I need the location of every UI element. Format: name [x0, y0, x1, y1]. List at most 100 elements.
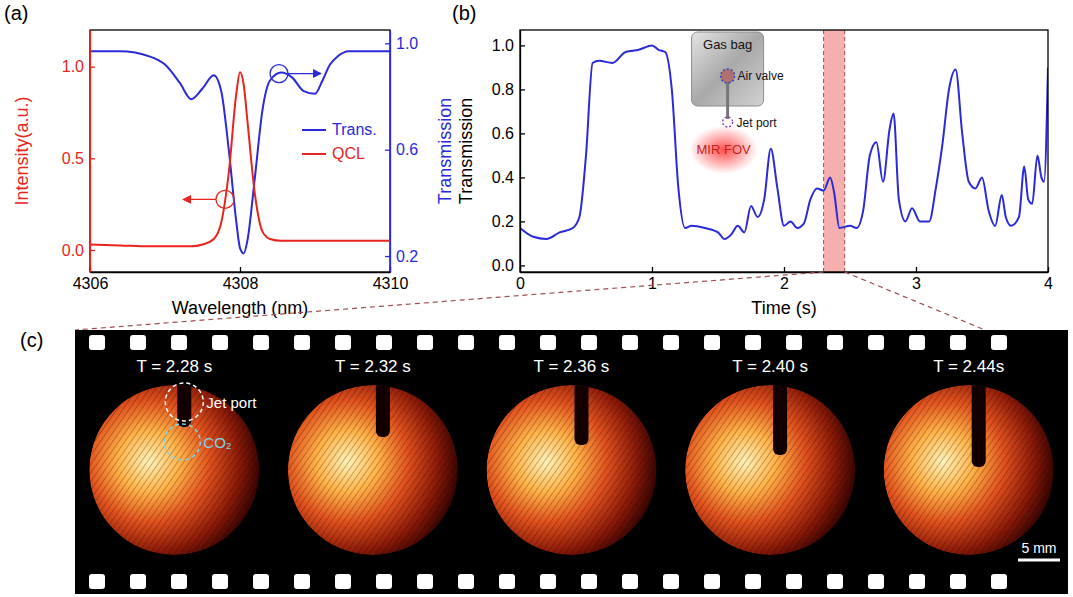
- legend-label: Trans.: [332, 121, 377, 138]
- sprocket-hole: [909, 335, 925, 350]
- jet-shadow: [376, 379, 390, 437]
- tick-mark: [784, 267, 785, 272]
- sprocket-hole: [171, 335, 187, 350]
- legend-label: QCL: [332, 145, 365, 162]
- frame-fringes: [89, 385, 259, 555]
- tick-mark: [520, 89, 525, 90]
- annotation-arrow: [288, 73, 321, 74]
- frame-image: [89, 379, 259, 555]
- sprocket-hole: [253, 574, 269, 589]
- tick: 1: [648, 267, 657, 292]
- connector: [845, 272, 985, 330]
- tick: 0.0: [492, 257, 525, 274]
- y2-axis-title: Transmission: [435, 98, 455, 204]
- frame: T = 2.32 s: [288, 357, 458, 555]
- sprocket-hole: [130, 574, 146, 589]
- frame-glow: [89, 385, 259, 555]
- frame-fringes: [685, 385, 855, 555]
- frame-image: [487, 379, 657, 555]
- series-line: [90, 51, 390, 253]
- y-axis-title: Transmission: [456, 98, 476, 204]
- frame-time: T = 2.32 s: [335, 357, 411, 376]
- frame-fringes: [487, 385, 657, 555]
- tick-label: 0.0: [492, 257, 514, 274]
- connector: [75, 272, 824, 330]
- x-axis-title: Wavelength (nm): [172, 298, 308, 318]
- tick-label: 0: [516, 275, 525, 292]
- frame-label: Jet port: [206, 394, 257, 411]
- frame-glow: [487, 385, 657, 555]
- sprocket-hole: [212, 574, 228, 589]
- tick-label: 2: [780, 275, 789, 292]
- tick-mark: [90, 158, 95, 159]
- inset-label: Jet port: [737, 116, 778, 130]
- sprocket-hole: [540, 574, 556, 589]
- sprocket-hole: [458, 335, 474, 350]
- sprocket-hole: [89, 335, 105, 350]
- sprocket-hole: [171, 574, 187, 589]
- y-axis: 0.00.51.0: [62, 31, 95, 273]
- frame-glow: [288, 385, 458, 555]
- sprocket-hole: [622, 335, 638, 350]
- sprocket-hole: [745, 335, 761, 350]
- gas-marker: [164, 424, 200, 460]
- sprocket-hole: [417, 574, 433, 589]
- sprocket-hole: [827, 574, 843, 589]
- tick: 4: [1044, 267, 1053, 292]
- panel-b: 012340.00.20.40.60.81.0Time (s)Transmiss…: [452, 2, 1053, 318]
- inset-label: Air valve: [738, 69, 784, 83]
- tick-label: 0.4: [492, 169, 514, 186]
- tick-label: 1: [648, 275, 657, 292]
- panel-label: (a): [4, 2, 28, 24]
- sprocket-hole: [458, 574, 474, 589]
- tick-mark: [385, 43, 390, 44]
- sprocket-hole: [868, 335, 884, 350]
- sprocket-hole: [704, 574, 720, 589]
- tick-mark: [916, 267, 917, 272]
- sprocket-hole: [991, 335, 1007, 350]
- tick: 0.0: [62, 242, 95, 259]
- tick-mark: [90, 67, 95, 68]
- tick-mark: [520, 45, 525, 46]
- plot-frame: [90, 30, 390, 272]
- frame-time: T = 2.40 s: [732, 357, 808, 376]
- annotation-circle: [270, 65, 288, 83]
- tick-mark: [240, 267, 241, 272]
- sprocket-hole: [335, 335, 351, 350]
- jet-shadow: [972, 379, 986, 467]
- sprocket-hole: [704, 335, 720, 350]
- tick-mark: [1048, 267, 1049, 272]
- tick-label: 4310: [373, 275, 409, 292]
- frame-glow: [685, 385, 855, 555]
- panel-label: (c): [20, 329, 43, 351]
- sprocket-hole: [950, 574, 966, 589]
- tick-label: 4: [1044, 275, 1053, 292]
- tick-mark: [520, 133, 525, 134]
- tick-mark: [385, 150, 390, 151]
- plot-marks: [520, 30, 1048, 272]
- tick: 1.0: [492, 37, 525, 54]
- inset-label: Gas bag: [703, 37, 752, 52]
- sprocket-hole: [786, 335, 802, 350]
- x-axis-title: Time (s): [751, 298, 816, 318]
- frame-label: CO₂: [203, 434, 232, 451]
- tick-label: 4308: [223, 275, 259, 292]
- sprocket-hole: [663, 335, 679, 350]
- sprocket-hole: [253, 335, 269, 350]
- figure: 4306430843100.00.51.00.20.61.0Wavelength…: [0, 0, 1073, 597]
- frame-time: T = 2.36 s: [534, 357, 610, 376]
- sprocket-hole: [909, 574, 925, 589]
- legend: Trans. QCL: [302, 121, 377, 162]
- scale-bar: [1018, 559, 1060, 562]
- legend-swatch: [302, 153, 326, 155]
- jet-port-marker: [165, 383, 203, 421]
- x-axis: 430643084310: [73, 267, 409, 292]
- tick: 1.0: [62, 58, 95, 75]
- frame: T = 2.36 s: [487, 357, 657, 555]
- film-strip: [75, 330, 1068, 594]
- inset-label: MIR FOV: [697, 142, 751, 157]
- tick-label: 0.6: [396, 141, 418, 158]
- tick: 0.6: [385, 141, 418, 158]
- sprocket-hole: [622, 574, 638, 589]
- sprocket-hole: [663, 574, 679, 589]
